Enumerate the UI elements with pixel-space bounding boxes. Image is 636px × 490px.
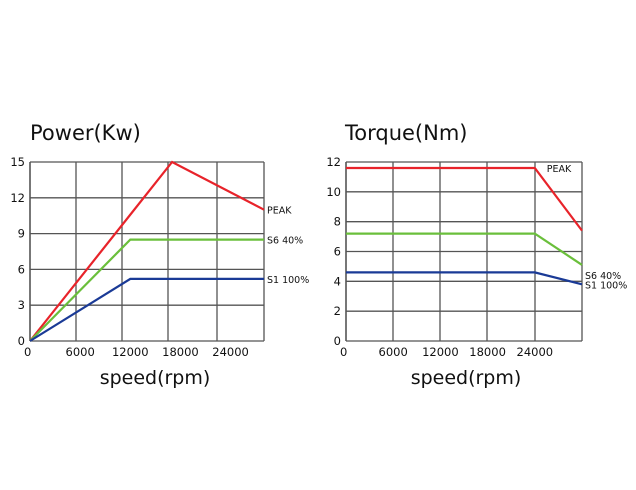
power-x-tick-label: 12000 — [112, 345, 149, 359]
power-x-tick-label: 6000 — [66, 345, 95, 359]
power-x-axis-label: speed(rpm) — [100, 367, 211, 389]
torque-series-label: PEAK — [547, 164, 572, 175]
power-series-line-s1-100- — [29, 277, 264, 342]
torque-series-label: S1 100% — [585, 280, 627, 291]
torque-x-tick-label: 18000 — [469, 345, 506, 359]
power-series-line-s6-40- — [29, 238, 264, 342]
power-x-tick-label: 24000 — [212, 345, 249, 359]
power-y-tick-label: 9 — [18, 227, 25, 241]
torque-series-label: S6 40% — [585, 271, 621, 282]
power-chart: Power(Kw) 0 3 6 9 12 15 0 6000 12000 18000 24000 P… — [10, 121, 309, 389]
power-x-tick-label: 18000 — [162, 345, 199, 359]
torque-grid — [345, 161, 583, 342]
torque-chart: Torque(Nm) 0 2 4 6 8 10 12 0 6000 12000 18000 24000… — [326, 121, 627, 389]
power-ticks: 0 3 6 9 12 15 0 6000 12000 18000 24000 — [10, 155, 249, 359]
power-y-tick-label: 15 — [10, 155, 25, 169]
power-series-label: PEAK — [267, 206, 292, 217]
torque-series — [346, 166, 583, 286]
torque-y-tick-label: 2 — [334, 304, 341, 318]
torque-chart-title: Torque(Nm) — [344, 121, 467, 145]
torque-x-axis-label: speed(rpm) — [411, 367, 522, 389]
torque-x-tick-label: 0 — [340, 345, 347, 359]
power-series — [29, 160, 265, 342]
power-series-line-peak — [29, 160, 265, 342]
torque-series-labels: PEAK S6 40%S1 100% — [547, 164, 627, 291]
power-y-tick-label: 3 — [18, 298, 25, 312]
power-series-labels: PEAK S6 40% S1 100% — [267, 206, 309, 286]
torque-y-tick-label: 6 — [334, 245, 341, 259]
power-grid — [29, 161, 265, 342]
power-y-tick-label: 12 — [10, 191, 25, 205]
power-x-tick-label: 0 — [24, 345, 31, 359]
torque-x-tick-label: 12000 — [422, 345, 459, 359]
torque-ticks: 0 2 4 6 8 10 12 0 6000 12000 18000 24000 — [326, 155, 553, 359]
power-y-tick-label: 0 — [18, 334, 25, 348]
torque-series-line-peak — [346, 166, 583, 232]
torque-series-line-s6-40- — [346, 232, 583, 266]
torque-x-tick-label: 24000 — [517, 345, 554, 359]
torque-y-tick-label: 8 — [334, 215, 341, 229]
torque-y-tick-label: 12 — [326, 155, 341, 169]
power-y-tick-label: 6 — [18, 262, 25, 276]
power-chart-title: Power(Kw) — [30, 121, 141, 145]
torque-y-tick-label: 0 — [334, 334, 341, 348]
torque-series-line-s1-100- — [346, 271, 583, 286]
torque-y-tick-label: 10 — [326, 185, 341, 199]
torque-y-tick-label: 4 — [334, 274, 341, 288]
power-series-label: S6 40% — [267, 236, 303, 247]
power-series-label: S1 100% — [267, 275, 309, 286]
torque-x-tick-label: 6000 — [379, 345, 408, 359]
